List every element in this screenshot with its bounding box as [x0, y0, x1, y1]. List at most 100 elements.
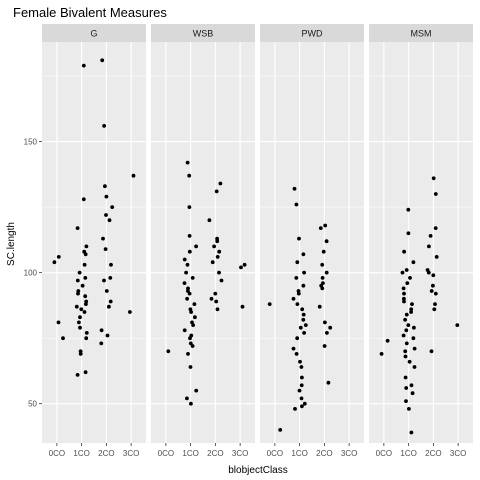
- y-tick-label: 150: [24, 138, 38, 147]
- data-point: [109, 262, 113, 267]
- x-tick-label: 3CO: [450, 449, 466, 458]
- data-point: [194, 244, 199, 249]
- data-point: [219, 278, 224, 283]
- data-point: [294, 276, 299, 280]
- x-tick-label: 1CO: [400, 449, 416, 458]
- strip-background: [42, 24, 146, 42]
- data-point: [433, 302, 437, 306]
- x-tick-label: 0CO: [267, 449, 283, 458]
- data-point: [385, 338, 390, 343]
- data-point: [324, 270, 329, 275]
- data-point: [84, 302, 88, 306]
- data-point: [402, 249, 406, 254]
- data-point: [78, 352, 83, 356]
- data-point: [299, 383, 304, 388]
- data-point: [75, 278, 80, 283]
- data-point: [321, 249, 326, 254]
- data-point: [407, 407, 411, 411]
- data-point: [318, 226, 323, 231]
- facet-panels: G 0CO 1CO 2CO 3CO WSB 0CO 1CO 2CO 3CO PWD 0CO 1CO 2CO…: [42, 24, 473, 458]
- data-point: [299, 396, 304, 401]
- data-point: [301, 312, 306, 317]
- y-axis: 50 100 150: [24, 138, 42, 409]
- data-point: [185, 160, 190, 165]
- data-point: [291, 296, 296, 301]
- data-point: [185, 296, 190, 301]
- data-point: [404, 268, 409, 272]
- data-point: [107, 304, 111, 309]
- x-tick-label: 1CO: [291, 449, 307, 458]
- data-point: [56, 255, 61, 259]
- data-point: [84, 331, 89, 335]
- data-point: [78, 325, 82, 330]
- data-point: [404, 399, 408, 403]
- data-point: [75, 373, 80, 377]
- data-point: [320, 262, 325, 267]
- data-point: [428, 234, 433, 238]
- data-point: [127, 310, 132, 314]
- data-point: [431, 176, 436, 181]
- data-point: [294, 352, 299, 356]
- data-point: [75, 226, 80, 231]
- data-point: [403, 317, 407, 322]
- data-point: [406, 323, 411, 327]
- data-point: [108, 299, 113, 304]
- data-point: [110, 205, 115, 210]
- data-point: [190, 344, 195, 348]
- x-tick-label: 3CO: [232, 449, 248, 458]
- data-point: [325, 331, 329, 335]
- y-axis-title: SC.length: [6, 222, 17, 266]
- data-point: [303, 323, 308, 327]
- data-point: [320, 276, 325, 280]
- data-point: [295, 336, 300, 341]
- chart-title: Female Bivalent Measures: [13, 5, 167, 20]
- data-point: [193, 315, 197, 320]
- data-point: [405, 281, 410, 285]
- data-point: [108, 276, 113, 280]
- data-point: [61, 336, 65, 341]
- data-point: [323, 223, 328, 228]
- data-point: [184, 270, 189, 275]
- data-point: [214, 189, 219, 194]
- data-point: [213, 291, 218, 296]
- data-point: [83, 294, 88, 299]
- strip-label: MSM: [411, 29, 432, 39]
- data-point: [107, 218, 112, 223]
- facet-panel-pwd: PWD 0CO 1CO 2CO 3CO: [260, 24, 364, 458]
- strip-background: [369, 24, 473, 42]
- data-point: [302, 401, 307, 406]
- data-point: [215, 239, 220, 244]
- x-tick-label: 1CO: [73, 449, 89, 458]
- x-tick-label: 2CO: [207, 449, 223, 458]
- data-point: [74, 304, 79, 309]
- data-point: [326, 380, 331, 385]
- panel-background: [369, 42, 473, 443]
- data-point: [77, 270, 82, 275]
- x-tick-label: 0CO: [49, 449, 65, 458]
- data-point: [410, 391, 415, 396]
- data-point: [406, 207, 411, 212]
- data-point: [324, 239, 329, 244]
- data-point: [212, 244, 217, 249]
- data-point: [52, 260, 57, 265]
- data-point: [404, 386, 409, 390]
- data-point: [408, 276, 412, 280]
- data-point: [186, 352, 190, 356]
- data-point: [295, 260, 300, 265]
- data-point: [322, 344, 327, 348]
- data-point: [297, 388, 302, 393]
- data-point: [427, 244, 431, 249]
- data-point: [102, 278, 106, 283]
- data-point: [426, 270, 431, 275]
- strip-label: PWD: [302, 29, 323, 39]
- data-point: [187, 205, 192, 210]
- data-point: [182, 257, 187, 262]
- data-point: [409, 383, 414, 388]
- y-tick-label: 100: [24, 269, 38, 278]
- data-point: [302, 331, 306, 335]
- data-point: [83, 252, 88, 257]
- data-point: [83, 370, 88, 375]
- data-point: [328, 325, 333, 330]
- data-point: [192, 302, 197, 306]
- data-point: [406, 231, 411, 236]
